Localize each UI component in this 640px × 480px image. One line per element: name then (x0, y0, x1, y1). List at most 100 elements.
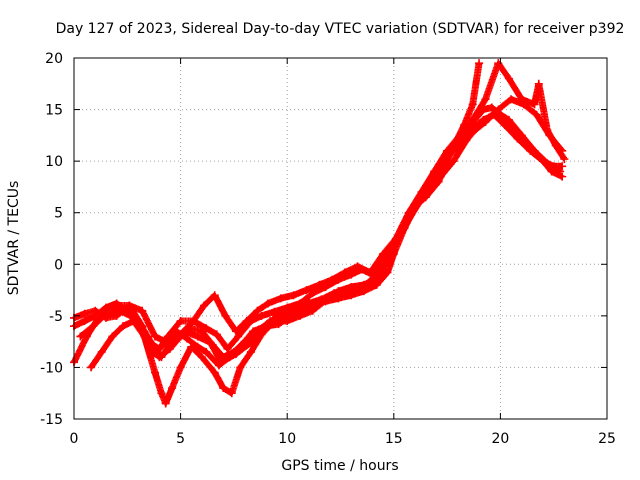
data-point (165, 344, 174, 353)
data-point (157, 389, 166, 398)
data-point (289, 291, 298, 300)
data-point (353, 262, 362, 271)
data-point (558, 172, 567, 181)
data-point (193, 332, 202, 341)
x-axis-label: GPS time / hours (281, 458, 398, 474)
data-point (430, 167, 439, 176)
y-tick-label: 15 (45, 103, 63, 119)
y-tick-label: -5 (49, 309, 63, 325)
series-markers (76, 59, 567, 356)
data-point (434, 177, 443, 186)
data-point (223, 344, 232, 353)
data-point (87, 363, 96, 372)
data-point (144, 337, 153, 346)
data-point (560, 155, 569, 164)
y-axis-label: SDTVAR / TECUs (6, 181, 22, 296)
data-point (334, 287, 343, 296)
x-tick-label: 20 (491, 431, 509, 447)
data-point (481, 117, 490, 126)
data-point (123, 309, 132, 318)
data-point (246, 347, 255, 356)
data-point (340, 268, 349, 277)
data-point (182, 334, 191, 343)
data-point (125, 301, 134, 310)
chart-title: Day 127 of 2023, Sidereal Day-to-day VTE… (56, 21, 625, 37)
data-point (455, 138, 464, 147)
data-point (234, 332, 243, 341)
data-point (161, 399, 170, 408)
data-point (468, 100, 477, 109)
data-point (315, 280, 324, 289)
data-point (221, 311, 230, 320)
data-point (321, 296, 330, 305)
data-point (327, 275, 336, 284)
data-point (119, 322, 128, 331)
data-point (475, 59, 484, 68)
data-point (295, 311, 304, 320)
data-point (468, 128, 477, 137)
y-tick-label: 0 (54, 257, 63, 273)
data-point (404, 208, 413, 217)
data-point (165, 334, 174, 343)
data-point (257, 330, 266, 339)
data-point (308, 306, 317, 315)
series-track-5 (76, 59, 569, 356)
data-point (202, 324, 211, 333)
x-tick-label: 25 (598, 431, 616, 447)
data-point (295, 299, 304, 308)
data-point (481, 95, 490, 104)
data-point (242, 317, 251, 326)
data-point (101, 309, 110, 318)
data-point (80, 317, 89, 326)
data-point (133, 317, 142, 326)
data-point (202, 347, 211, 356)
data-point (80, 309, 89, 318)
data-point (504, 115, 513, 124)
data-point (443, 148, 452, 157)
series-markers (87, 61, 483, 407)
data-point (347, 270, 356, 279)
data-point (530, 100, 539, 109)
data-point (468, 115, 477, 124)
data-point (176, 330, 185, 339)
data-point (372, 275, 381, 284)
data-point (417, 188, 426, 197)
data-point (449, 157, 458, 166)
series-track-6 (123, 95, 567, 353)
series-markers (123, 95, 565, 353)
data-point (200, 301, 209, 310)
data-point (187, 342, 196, 351)
data-point (151, 368, 160, 377)
data-point (189, 317, 198, 326)
data-point (534, 79, 543, 88)
data-point (210, 291, 219, 300)
data-point (236, 363, 245, 372)
data-point (545, 131, 554, 140)
data-point (532, 110, 541, 119)
data-point (197, 353, 206, 362)
data-point (91, 306, 100, 315)
data-point (232, 327, 241, 336)
data-point (383, 268, 392, 277)
data-point (302, 286, 311, 295)
data-series (70, 59, 569, 408)
data-point (347, 282, 356, 291)
data-point (359, 280, 368, 289)
data-point (138, 306, 147, 315)
data-point (519, 100, 528, 109)
data-point (487, 103, 496, 112)
data-point (366, 268, 375, 277)
axis-ticks: 0 5 10 15 20 25 -15 -10 -5 0 5 10 15 20 (40, 51, 616, 447)
data-point (249, 327, 258, 336)
data-point (270, 317, 279, 326)
y-tick-label: 20 (45, 51, 63, 67)
data-point (455, 131, 464, 140)
data-point (264, 299, 273, 308)
data-point (214, 361, 223, 370)
data-point (283, 317, 292, 326)
x-tick-label: 15 (385, 431, 403, 447)
data-point (168, 384, 177, 393)
data-point (543, 159, 552, 168)
y-tick-label: 5 (54, 206, 63, 222)
data-point (155, 344, 164, 353)
